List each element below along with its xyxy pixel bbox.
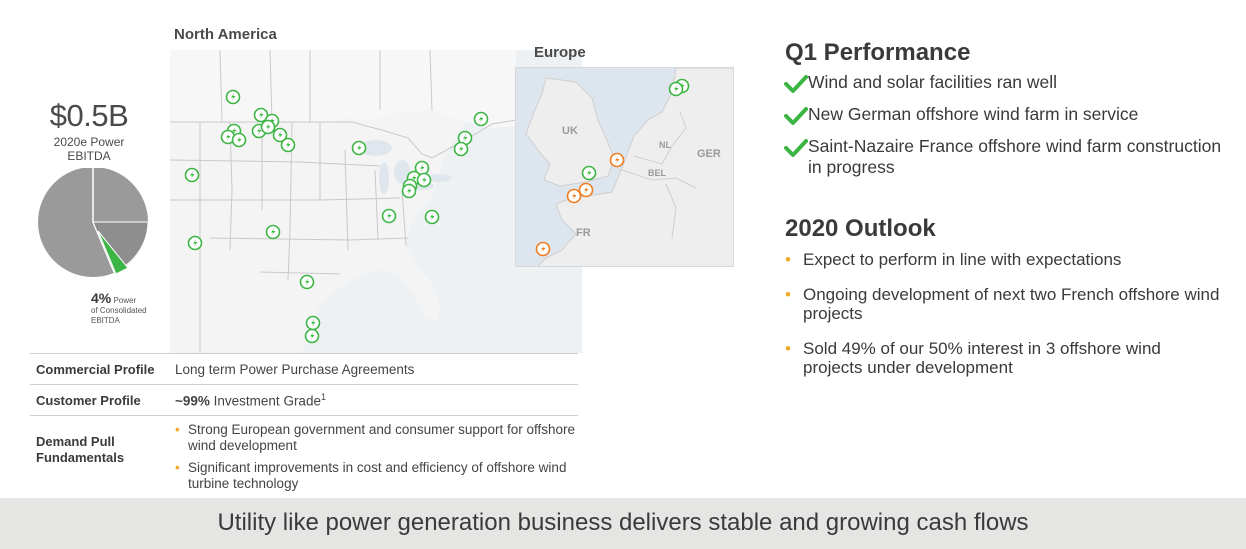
table-row-commercial: Commercial Profile Long term Power Purch… xyxy=(30,353,578,384)
list-item: New German offshore wind farm in service xyxy=(784,104,1224,126)
customer-profile-value: ~99% Investment Grade1 xyxy=(175,392,578,409)
demand-bullet: Significant improvements in cost and eff… xyxy=(175,460,578,492)
europe-map: UK NL GER BEL FR xyxy=(515,67,734,267)
eu-label-ger: GER xyxy=(697,148,721,160)
pie-note-line1: Power xyxy=(113,296,137,305)
outlook-item: Sold 49% of our 50% interest in 3 offsho… xyxy=(785,339,1225,377)
q1-performance-list: Wind and solar facilities ran well New G… xyxy=(784,72,1224,188)
ebitda-pie-chart xyxy=(36,167,156,284)
commercial-profile-value: Long term Power Purchase Agreements xyxy=(175,361,415,377)
pie-note: 4% Power of Consolidated EBITDA xyxy=(91,290,147,326)
list-item: Saint-Nazaire France offshore wind farm … xyxy=(784,136,1224,178)
outlook-list: Expect to perform in line with expectati… xyxy=(785,250,1225,393)
demand-bullet: Strong European government and consumer … xyxy=(175,422,578,454)
pie-note-line3: EBITDA xyxy=(91,316,120,325)
checkmark-icon xyxy=(784,107,808,125)
investment-grade-text: Investment Grade xyxy=(209,393,321,409)
customer-profile-label: Customer Profile xyxy=(36,392,141,408)
eu-label-fr: FR xyxy=(576,227,591,239)
checkmark-icon xyxy=(784,75,808,93)
europe-title: Europe xyxy=(534,44,586,61)
eu-uk-land xyxy=(525,77,615,187)
power-ebitda-caption: 2020e Power EBITDA xyxy=(53,135,125,163)
q1-performance-title: Q1 Performance xyxy=(785,39,971,66)
north-america-title: North America xyxy=(174,26,277,43)
outlook-item: Ongoing development of next two French o… xyxy=(785,285,1225,323)
pie-note-percent: 4% xyxy=(91,290,112,306)
pie-note-line2: of Consolidated xyxy=(91,306,147,315)
eu-label-bel: BEL xyxy=(648,168,667,178)
profile-table: Commercial Profile Long term Power Purch… xyxy=(30,353,578,493)
table-row-demand: Demand Pull Fundamentals Strong European… xyxy=(30,415,578,493)
outlook-item: Expect to perform in line with expectati… xyxy=(785,250,1225,269)
q1-item-text: Saint-Nazaire France offshore wind farm … xyxy=(808,136,1222,177)
checkmark-icon xyxy=(784,139,808,157)
power-ebitda-value: $0.5B xyxy=(49,98,129,133)
demand-pull-label: Demand Pull Fundamentals xyxy=(36,434,125,465)
list-item: Wind and solar facilities ran well xyxy=(784,72,1224,94)
footer-banner: Utility like power generation business d… xyxy=(0,498,1246,549)
demand-pull-value: Strong European government and consumer … xyxy=(175,422,578,493)
investment-grade-percent: ~99% xyxy=(175,393,210,409)
q1-item-text: New German offshore wind farm in service xyxy=(808,104,1139,124)
q1-item-text: Wind and solar facilities ran well xyxy=(808,72,1057,92)
footnote-marker: 1 xyxy=(320,391,326,402)
eu-label-uk: UK xyxy=(562,125,578,137)
table-row-customer: Customer Profile ~99% Investment Grade1 xyxy=(30,384,578,415)
outlook-title: 2020 Outlook xyxy=(785,215,936,242)
eu-internal-borders xyxy=(621,111,697,239)
eu-label-nl: NL xyxy=(659,140,671,150)
commercial-profile-label: Commercial Profile xyxy=(36,361,155,377)
pie-slice-power xyxy=(97,230,129,275)
